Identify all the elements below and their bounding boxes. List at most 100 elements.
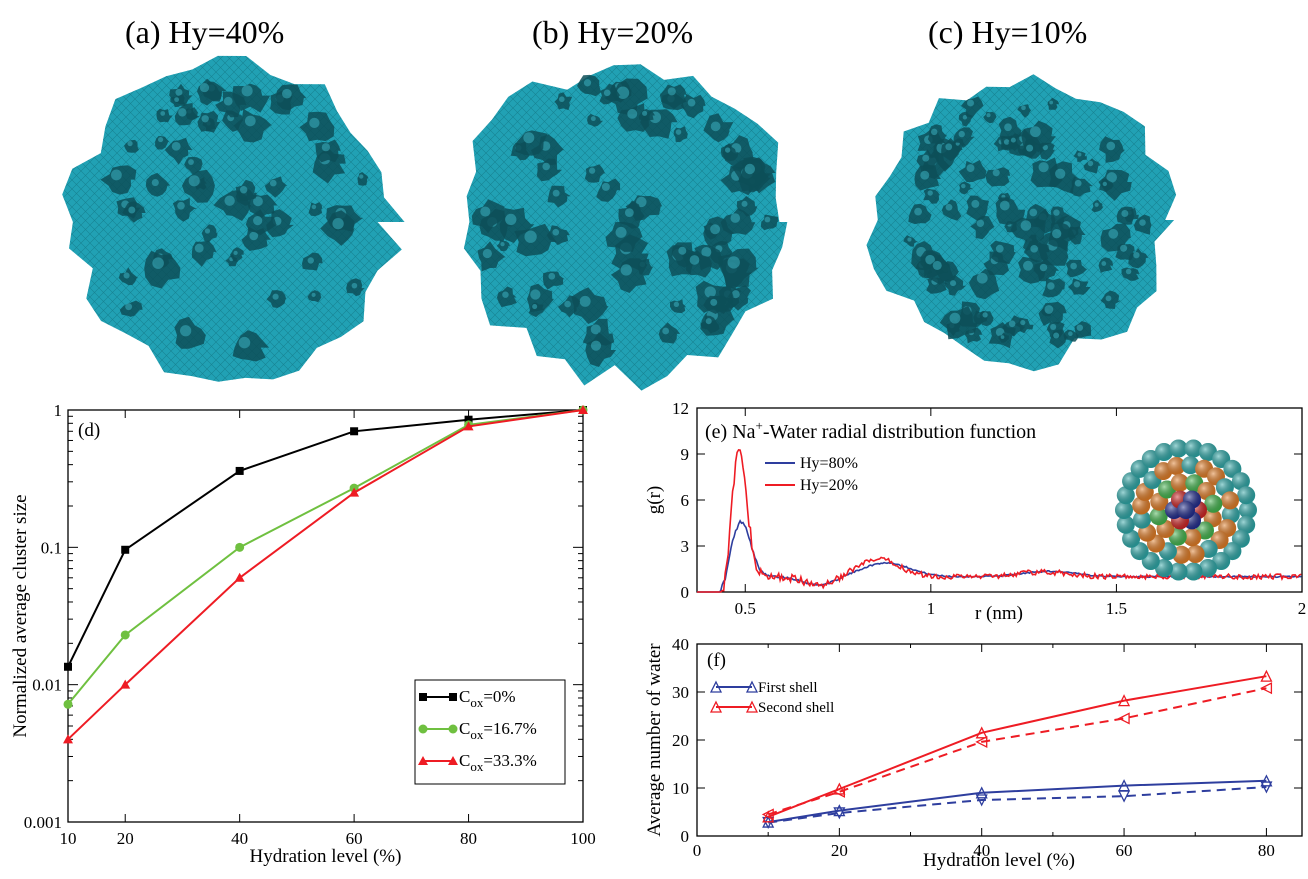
- membrane-pore: [471, 199, 507, 234]
- atom-shade: [1169, 562, 1188, 581]
- chart-d-legend-label: Cox=33.3%: [459, 751, 537, 774]
- atom-shade: [1204, 494, 1223, 513]
- chart-f-series-line-0: [768, 779, 1267, 824]
- membrane-pore: [156, 108, 173, 123]
- membrane-highlight: [1030, 245, 1038, 253]
- membrane-render-c: [866, 74, 1177, 372]
- membrane-highlight: [1068, 331, 1073, 337]
- chart-f-ytick-label: 0: [681, 827, 690, 846]
- membrane-highlight: [675, 129, 682, 135]
- membrane-highlight: [178, 108, 187, 117]
- membrane-highlight: [253, 216, 263, 226]
- membrane-highlight: [907, 237, 912, 242]
- membrane-pore: [587, 113, 604, 127]
- chart-d-point: [578, 405, 588, 414]
- membrane-highlight: [914, 207, 922, 216]
- chart-f-point: [1118, 694, 1131, 707]
- membrane-pore: [145, 172, 171, 197]
- membrane-highlight: [175, 88, 183, 96]
- membrane-highlight: [127, 140, 133, 147]
- membrane-highlight: [590, 116, 596, 122]
- atom-shade: [1221, 491, 1239, 510]
- membrane-highlight: [1003, 139, 1010, 145]
- atom-shade: [1237, 515, 1256, 534]
- membrane-highlight: [188, 175, 200, 187]
- atom-shade: [1177, 501, 1195, 519]
- chart-d-xlabel: Hydration level (%): [250, 846, 402, 867]
- membrane-highlight: [1029, 126, 1041, 138]
- membrane-highlight: [171, 141, 181, 151]
- membrane-pore: [968, 268, 1000, 300]
- membrane-highlight: [1133, 251, 1140, 259]
- membrane-highlight: [552, 228, 560, 236]
- membrane-highlight: [764, 216, 771, 223]
- atom-shade: [1141, 450, 1160, 468]
- membrane-highlight: [309, 117, 320, 129]
- chart-d-point: [64, 662, 72, 671]
- membrane-highlight: [1020, 220, 1032, 231]
- membrane-highlight: [239, 186, 248, 194]
- membrane-pore: [737, 156, 771, 188]
- membrane-pore: [1099, 178, 1114, 193]
- membrane-highlight: [204, 228, 211, 234]
- chart-f-xtick-label: 0: [693, 841, 702, 860]
- membrane-highlight: [272, 293, 279, 300]
- chart-d-ylabel: Normalized average cluster size: [10, 494, 31, 737]
- atom-shade: [1116, 486, 1135, 505]
- membrane-highlight: [282, 88, 292, 99]
- membrane-highlight: [151, 179, 159, 187]
- membrane-highlight: [1021, 105, 1026, 111]
- membrane-pore: [941, 137, 963, 162]
- chart-d-point: [350, 427, 359, 436]
- membrane-highlight: [160, 111, 166, 116]
- membrane-highlight: [532, 304, 538, 310]
- membrane-highlight: [1125, 268, 1132, 275]
- atom-shade: [1116, 515, 1135, 534]
- chart-f-legend-marker: [709, 680, 723, 693]
- membrane-highlight: [741, 200, 748, 207]
- membrane-pore: [571, 287, 609, 324]
- membrane-highlight: [925, 254, 935, 265]
- membrane-pore: [1022, 138, 1045, 159]
- membrane-highlight: [564, 300, 571, 308]
- panel-a-title: (a) Hy=40%: [125, 14, 285, 50]
- membrane-highlight: [1010, 137, 1016, 143]
- chart-f-point: [975, 786, 988, 799]
- membrane-highlight: [1101, 261, 1107, 266]
- chart-f-legend-marker: [745, 680, 759, 693]
- chart-d-xtick-label: 60: [346, 829, 363, 848]
- membrane-highlight: [976, 272, 988, 284]
- membrane-highlight: [224, 195, 235, 206]
- membrane-highlight: [1094, 202, 1099, 207]
- chart-f-point: [833, 804, 846, 817]
- membrane-highlight: [249, 231, 259, 241]
- chart-d-point: [463, 421, 474, 431]
- membrane-highlight: [986, 113, 991, 118]
- atom-shade: [1115, 501, 1133, 519]
- chart-e-ytick-label: 12: [672, 399, 689, 418]
- membrane-pore: [547, 185, 571, 208]
- membrane-highlight: [603, 89, 611, 97]
- membrane-highlight: [624, 208, 634, 218]
- membrane-highlight: [311, 204, 317, 210]
- panel-b-title: (b) Hy=20%: [532, 14, 694, 50]
- membrane-highlight: [730, 213, 741, 223]
- membrane-pore: [315, 139, 341, 163]
- chart-e-xlabel: r (nm): [975, 603, 1023, 624]
- chart-f-legend-marker: [745, 700, 759, 713]
- membrane-highlight: [157, 137, 164, 143]
- membrane-pore: [953, 127, 975, 148]
- membrane-highlight: [710, 121, 721, 132]
- chart-e-title: (e) Na+-Water radial distribution functi…: [705, 418, 1036, 443]
- membrane-render-b: [463, 64, 788, 391]
- membrane-highlight: [579, 295, 591, 307]
- atom-shade: [1199, 559, 1217, 577]
- membrane-pore: [700, 315, 720, 334]
- membrane-highlight: [1073, 281, 1081, 288]
- membrane-pore: [1010, 217, 1046, 244]
- atom-shade: [1172, 545, 1191, 564]
- atom-shade: [1133, 510, 1151, 529]
- chart-d-point: [120, 679, 131, 689]
- membrane-highlight: [1108, 228, 1119, 239]
